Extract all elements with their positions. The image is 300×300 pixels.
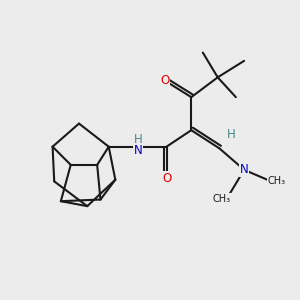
Text: CH₃: CH₃	[213, 194, 231, 203]
Text: H: H	[227, 128, 236, 141]
Text: O: O	[162, 172, 171, 184]
Text: N: N	[134, 144, 143, 157]
Text: H: H	[134, 133, 143, 146]
Text: N: N	[240, 163, 248, 176]
Text: O: O	[160, 74, 170, 87]
Text: CH₃: CH₃	[267, 176, 286, 186]
